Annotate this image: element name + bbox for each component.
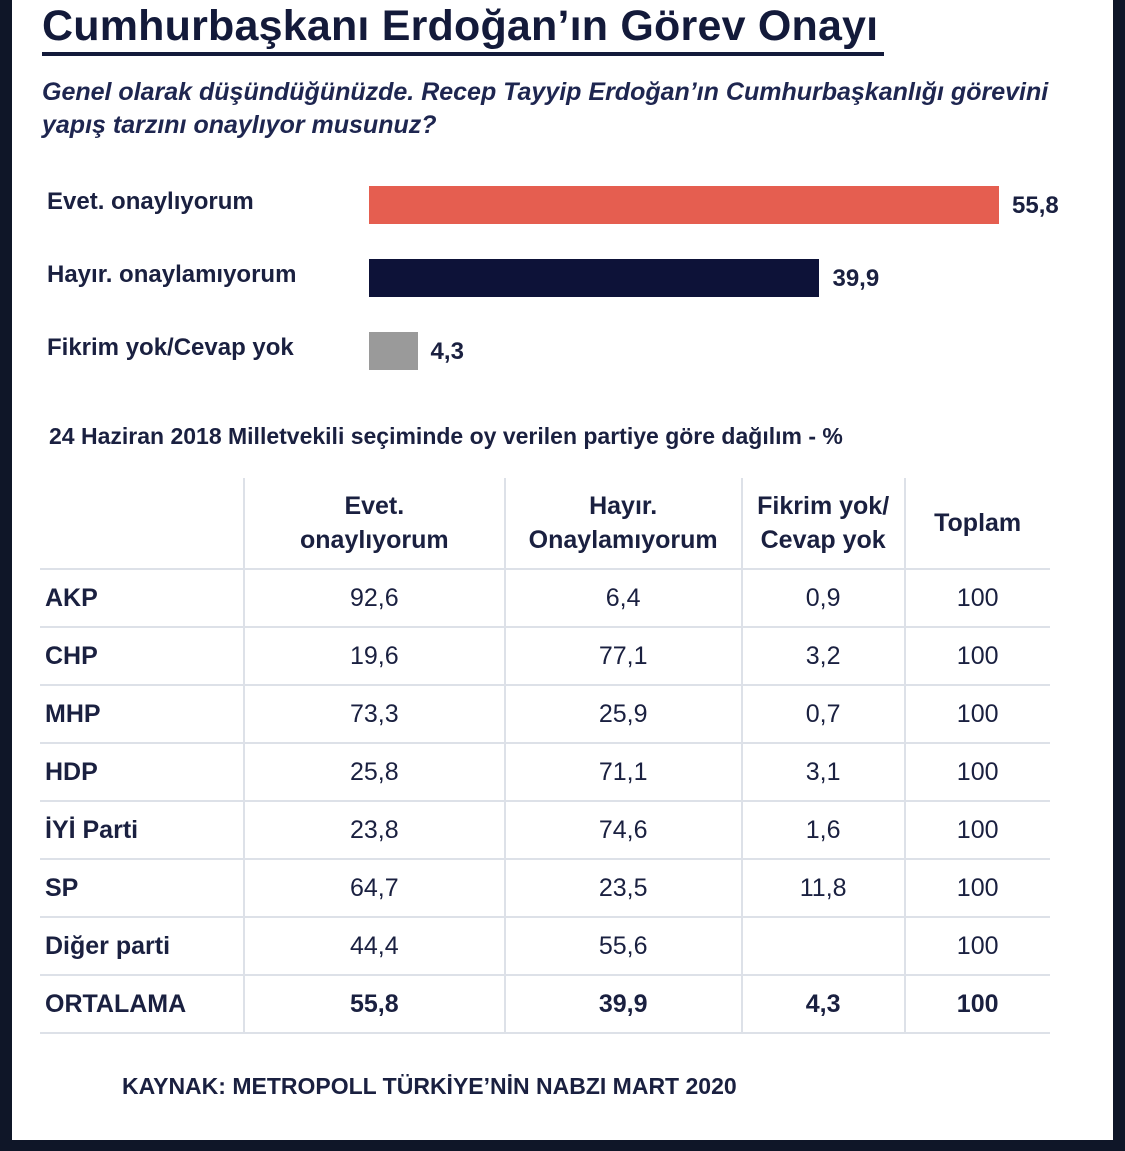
table-row: SP 64,7 23,5 11,8 100	[40, 859, 1050, 918]
bar	[369, 332, 418, 370]
party-name: AKP	[40, 569, 245, 628]
table-cell: 0,9	[741, 569, 906, 628]
party-breakdown-table: Evet. onaylıyorum Hayır. Onaylamıyorum F…	[40, 478, 1050, 1034]
table-cell: 92,6	[244, 569, 506, 628]
table-cell: 1,6	[741, 801, 906, 860]
table-row: İYİ Parti 23,8 74,6 1,6 100	[40, 801, 1050, 860]
table-cell: 71,1	[504, 743, 743, 802]
bar-label: Hayır. onaylamıyorum	[47, 261, 297, 288]
table-cell: 0,7	[741, 685, 906, 744]
table-cell: 100	[904, 569, 1050, 628]
party-name: CHP	[40, 627, 245, 686]
party-name: MHP	[40, 685, 245, 744]
table-row: ORTALAMA 55,8 39,9 4,3 100	[40, 975, 1050, 1034]
table-cell: 23,8	[244, 801, 506, 860]
bar-value-label: 39,9	[832, 265, 880, 292]
table-cell: 73,3	[244, 685, 506, 744]
table-cell: 100	[904, 859, 1050, 918]
bar-label: Fikrim yok/Cevap yok	[47, 334, 294, 361]
table-cell: 100	[904, 627, 1050, 686]
party-name: SP	[40, 859, 245, 918]
table-cell: 23,5	[504, 859, 743, 918]
survey-question: Genel olarak düşündüğünüzde. Recep Tayyi…	[42, 78, 1049, 139]
table-row: CHP 19,6 77,1 3,2 100	[40, 627, 1050, 686]
chart-title: Cumhurbaşkanı Erdoğan’ın Görev Onayı	[42, 0, 885, 56]
bar-value-label: 4,3	[430, 338, 464, 365]
bar	[369, 186, 999, 224]
table-cell: 39,9	[504, 975, 743, 1034]
table-cell: 11,8	[741, 859, 906, 918]
infographic-card: Cumhurbaşkanı Erdoğan’ın Görev Onayı Gen…	[12, 0, 1113, 1140]
table-cell	[741, 917, 906, 976]
party-name: ORTALAMA	[40, 975, 245, 1034]
header-total: Toplam	[904, 478, 1050, 570]
table-cell: 74,6	[504, 801, 743, 860]
table-cell: 19,6	[244, 627, 506, 686]
table-cell: 55,6	[504, 917, 743, 976]
table-cell: 55,8	[244, 975, 506, 1034]
table-header-row: Evet. onaylıyorum Hayır. Onaylamıyorum F…	[40, 478, 1050, 570]
table-row: AKP 92,6 6,4 0,9 100	[40, 569, 1050, 628]
table-cell: 100	[904, 917, 1050, 976]
party-name: Diğer parti	[40, 917, 245, 976]
table-title: 24 Haziran 2018 Milletvekili seçiminde o…	[49, 423, 843, 449]
table-cell: 100	[904, 975, 1050, 1034]
header-no: Hayır. Onaylamıyorum	[504, 478, 743, 570]
table-cell: 64,7	[244, 859, 506, 918]
table-cell: 77,1	[504, 627, 743, 686]
table-cell: 100	[904, 801, 1050, 860]
table-cell: 3,1	[741, 743, 906, 802]
bar-label: Evet. onaylıyorum	[47, 188, 254, 215]
header-no-opinion: Fikrim yok/ Cevap yok	[741, 478, 906, 570]
table-cell: 44,4	[244, 917, 506, 976]
table-row: HDP 25,8 71,1 3,1 100	[40, 743, 1050, 802]
table-cell: 6,4	[504, 569, 743, 628]
party-name: İYİ Parti	[40, 801, 245, 860]
table-row: MHP 73,3 25,9 0,7 100	[40, 685, 1050, 744]
header-party	[40, 478, 245, 570]
source-note: KAYNAK: METROPOLL TÜRKİYE’NİN NABZI MART…	[122, 1073, 737, 1099]
table-cell: 100	[904, 743, 1050, 802]
bar	[369, 259, 820, 297]
bar-value-label: 55,8	[1012, 192, 1059, 219]
table-cell: 25,9	[504, 685, 743, 744]
table-cell: 3,2	[741, 627, 906, 686]
table-cell: 25,8	[244, 743, 506, 802]
header-yes: Evet. onaylıyorum	[244, 478, 506, 570]
party-name: HDP	[40, 743, 245, 802]
table-cell: 100	[904, 685, 1050, 744]
table-cell: 4,3	[741, 975, 906, 1034]
table-row: Diğer parti 44,4 55,6 100	[40, 917, 1050, 976]
